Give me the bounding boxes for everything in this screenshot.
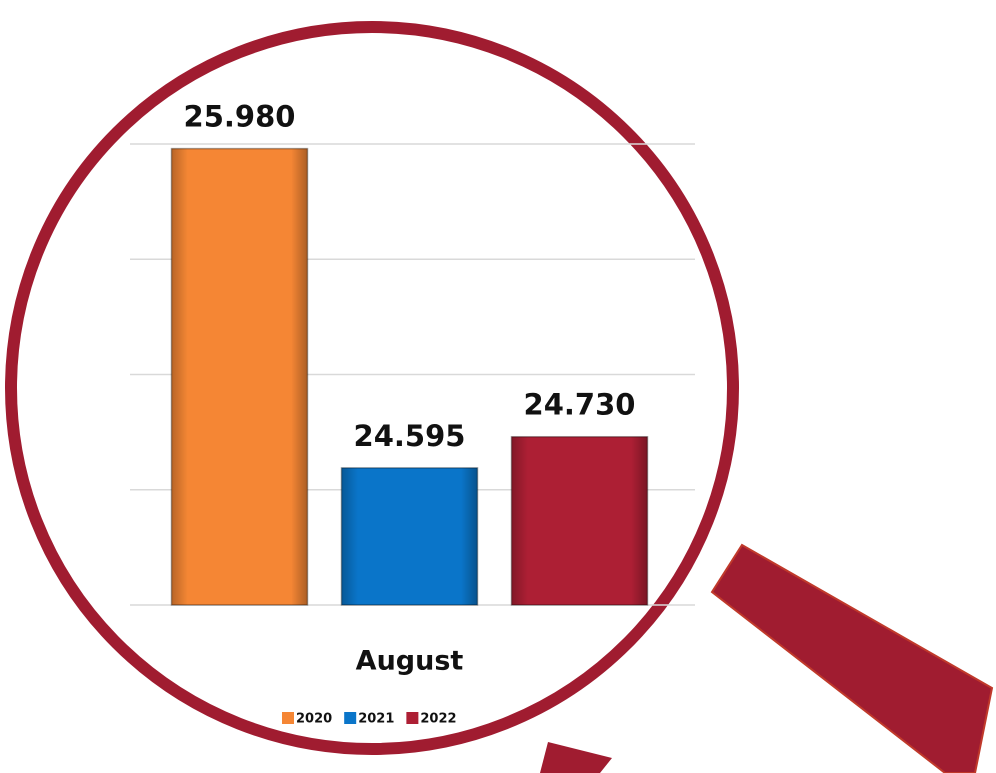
value-label: 25.980	[184, 100, 296, 134]
legend-label: 2021	[358, 712, 394, 727]
legend-swatch	[282, 712, 294, 724]
pointer	[540, 742, 612, 773]
legend-label: 2020	[296, 712, 332, 727]
legend-label: 2022	[420, 712, 456, 727]
magnifier-handle	[712, 545, 992, 773]
legend-swatch	[344, 712, 356, 724]
legend-swatch	[406, 712, 418, 724]
value-label: 24.595	[354, 419, 466, 453]
page: {"chart_data": {"type": "bar", "categori…	[0, 0, 996, 773]
x-tick-label: August	[356, 646, 464, 677]
bar	[172, 149, 308, 605]
bar	[342, 468, 478, 605]
value-label: 24.730	[524, 388, 636, 422]
chart: August 25.980 24.595 24.730 2020 2021 2022	[0, 0, 996, 773]
bar	[512, 437, 648, 605]
